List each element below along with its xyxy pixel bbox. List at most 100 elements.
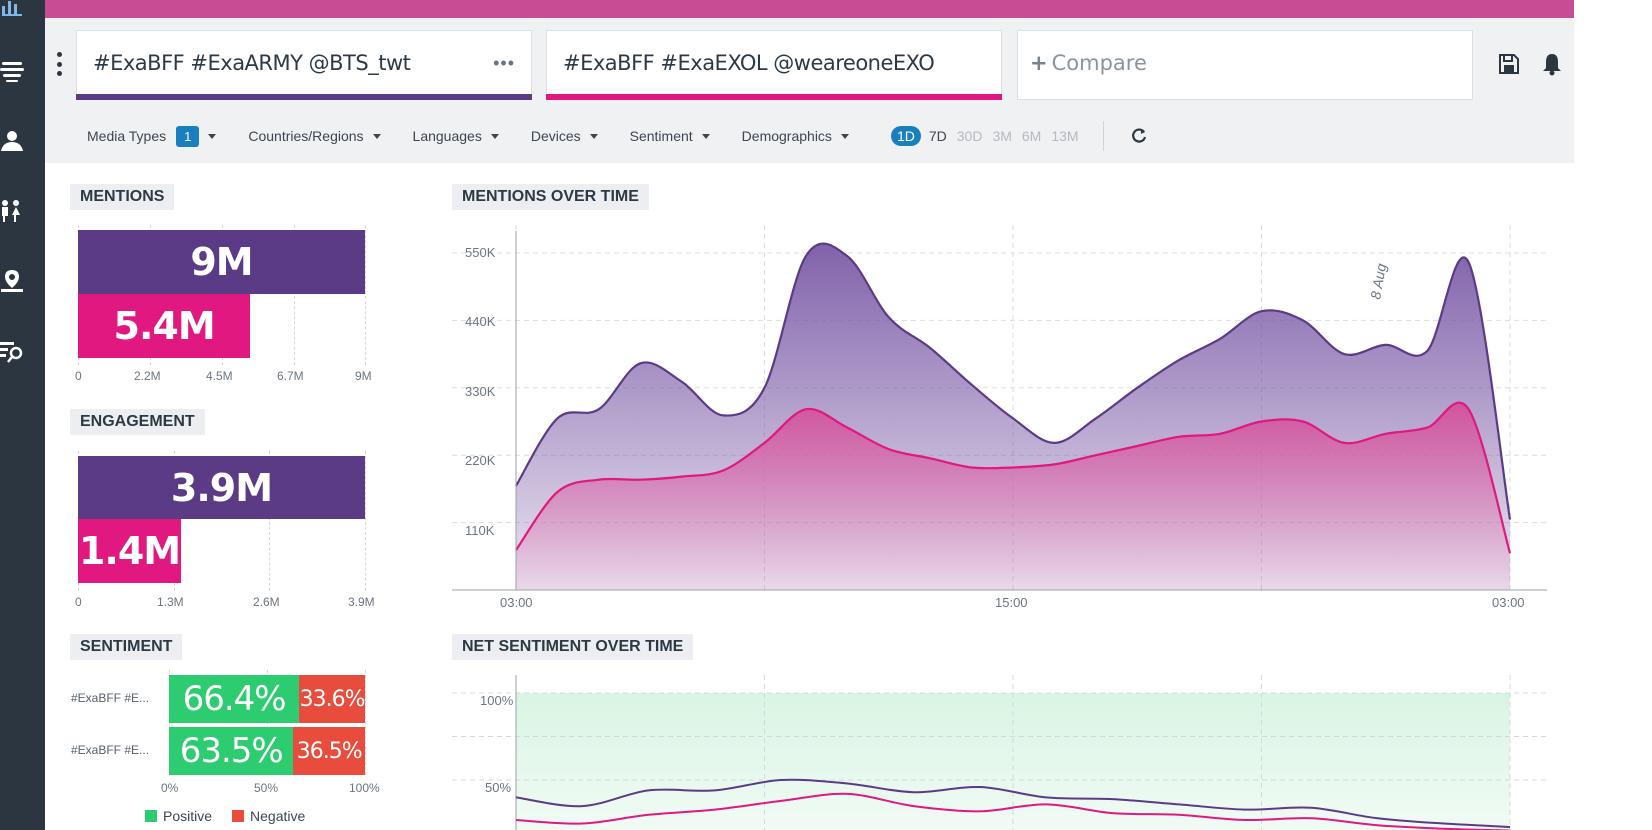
y-tick: 100% (480, 693, 514, 708)
drag-handle-icon[interactable] (55, 52, 63, 76)
sentiment-negative-1[interactable]: 36.5% (293, 727, 365, 775)
refresh-icon[interactable] (1130, 127, 1148, 145)
x-tick: 0 (75, 369, 82, 383)
sentiment-positive-1[interactable]: 63.5% (169, 727, 294, 775)
bar-engagement-1[interactable]: 1.4M (78, 519, 181, 583)
net-sentiment-chart: 100% 50% (452, 675, 1547, 830)
sentiment-row-label: #ExaBFF #E... (71, 743, 150, 757)
bell-icon[interactable] (1540, 52, 1564, 76)
gridline (294, 225, 295, 365)
x-tick: 2.6M (253, 595, 280, 609)
sentiment-negative-0[interactable]: 33.6% (299, 675, 365, 723)
period-13m[interactable]: 13M (1051, 128, 1079, 144)
series-line-purple[interactable] (515, 778, 1511, 828)
mentions-over-time-chart: 550K 440K 330K 220K 110K 03:00 15:00 03:… (452, 225, 1547, 610)
caret-down-icon (208, 133, 217, 139)
caret-down-icon (490, 133, 499, 139)
search-list-icon[interactable] (0, 338, 26, 364)
filter-label: Media Types (87, 128, 167, 144)
divider (1102, 121, 1104, 151)
gridline (269, 451, 270, 591)
sentiment-title: SENTIMENT (70, 634, 183, 660)
engagement-title: ENGAGEMENT (70, 409, 205, 435)
filter-label: Countries/Regions (248, 128, 364, 144)
sentiment-bar-chart: #ExaBFF #E... #ExaBFF #E... 66.4% 33.6% … (70, 670, 390, 830)
demographics-icon[interactable] (0, 198, 26, 224)
sentiment-positive-0[interactable]: 66.4% (169, 675, 300, 723)
period-1d[interactable]: 1D (890, 126, 921, 146)
query-color-bar (546, 94, 1002, 100)
filter-devices[interactable]: Devices (531, 128, 598, 144)
plus-icon: + (1030, 51, 1048, 75)
audience-icon[interactable] (0, 128, 26, 154)
sidebar (0, 0, 45, 830)
x-tick: 50% (254, 781, 279, 795)
y-tick: 550K (465, 245, 496, 260)
mentions-bar-chart: 9M 5.4M 0 2.2M 4.5M 6.7M 9M (75, 225, 372, 385)
save-icon[interactable] (1497, 52, 1521, 76)
series-line-purple[interactable] (515, 242, 1512, 520)
period-3m[interactable]: 3M (992, 128, 1012, 144)
legend-swatch-negative (232, 810, 245, 822)
query-box-1[interactable]: #ExaBFF #ExaARMY @BTS_twt ••• (76, 30, 532, 100)
filter-countries[interactable]: Countries/Regions (248, 128, 381, 144)
engagement-bar-chart: 3.9M 1.4M 0 1.3M 2.6M 3.9M (75, 451, 375, 611)
top-banner (45, 0, 1574, 18)
filter-label: Languages (412, 128, 482, 144)
bar-chart-icon[interactable] (0, 0, 26, 18)
x-tick: 15:00 (995, 595, 1028, 610)
x-tick: 1.3M (157, 595, 184, 609)
gridline (365, 670, 366, 775)
x-tick: 100% (349, 781, 380, 795)
filter-label: Devices (530, 128, 581, 144)
legend-label-positive: Positive (163, 808, 213, 824)
filter-demographics[interactable]: Demographics (742, 128, 849, 144)
x-tick: 2.2M (134, 369, 161, 383)
period-selector: 1D 7D 30D 3M 6M 13M (890, 126, 1089, 146)
more-options-icon[interactable]: ••• (493, 53, 515, 73)
period-30d[interactable]: 30D (956, 128, 983, 144)
caret-down-icon (701, 133, 710, 139)
mentions-over-time-title: MENTIONS OVER TIME (452, 184, 649, 210)
query-color-bar (76, 94, 532, 100)
mentions-title: MENTIONS (70, 184, 175, 210)
query-text: #ExaBFF #ExaEXOL @weareoneEXO (563, 51, 935, 75)
legend-swatch-positive (145, 810, 157, 822)
x-tick: 0 (75, 595, 82, 609)
compare-label: Compare (1051, 51, 1147, 75)
date-annotation: 8 Aug (1367, 262, 1389, 301)
query-box-2[interactable]: #ExaBFF #ExaEXOL @weareoneEXO (546, 30, 1002, 100)
stream-icon[interactable] (0, 58, 26, 84)
x-tick: 03:00 (500, 595, 533, 610)
caret-down-icon (840, 133, 849, 139)
x-tick: 9M (355, 369, 372, 383)
x-tick: 4.5M (206, 369, 233, 383)
y-tick: 440K (465, 314, 496, 329)
series-line-pink[interactable] (515, 792, 1511, 830)
filter-bar: Media Types 1 Countries/Regions Language… (87, 121, 1148, 151)
y-tick: 330K (465, 384, 496, 399)
gridline (365, 451, 366, 591)
series-area-pink (516, 402, 1510, 590)
x-tick: 6.7M (277, 369, 304, 383)
filter-languages[interactable]: Languages (413, 128, 499, 144)
sentiment-row-label: #ExaBFF #E... (71, 691, 150, 705)
filter-sentiment[interactable]: Sentiment (630, 128, 710, 144)
location-icon[interactable] (0, 268, 26, 294)
net-sentiment-title: NET SENTIMENT OVER TIME (452, 634, 694, 660)
caret-down-icon (589, 133, 598, 139)
y-tick: 110K (465, 523, 495, 538)
bar-mentions-1[interactable]: 5.4M (78, 294, 251, 358)
period-6m[interactable]: 6M (1021, 128, 1042, 144)
y-tick: 220K (465, 453, 496, 468)
gridline (365, 225, 366, 365)
filter-media-types[interactable]: Media Types 1 (87, 125, 217, 147)
x-tick: 0% (161, 781, 179, 795)
bar-engagement-0[interactable]: 3.9M (78, 456, 365, 519)
legend-label-negative: Negative (250, 808, 306, 824)
bar-mentions-0[interactable]: 9M (78, 230, 365, 294)
compare-button[interactable]: + Compare (1030, 51, 1147, 75)
series-line-pink[interactable] (515, 401, 1512, 554)
compare-box[interactable]: + Compare (1017, 30, 1473, 100)
period-7d[interactable]: 7D (928, 128, 947, 144)
